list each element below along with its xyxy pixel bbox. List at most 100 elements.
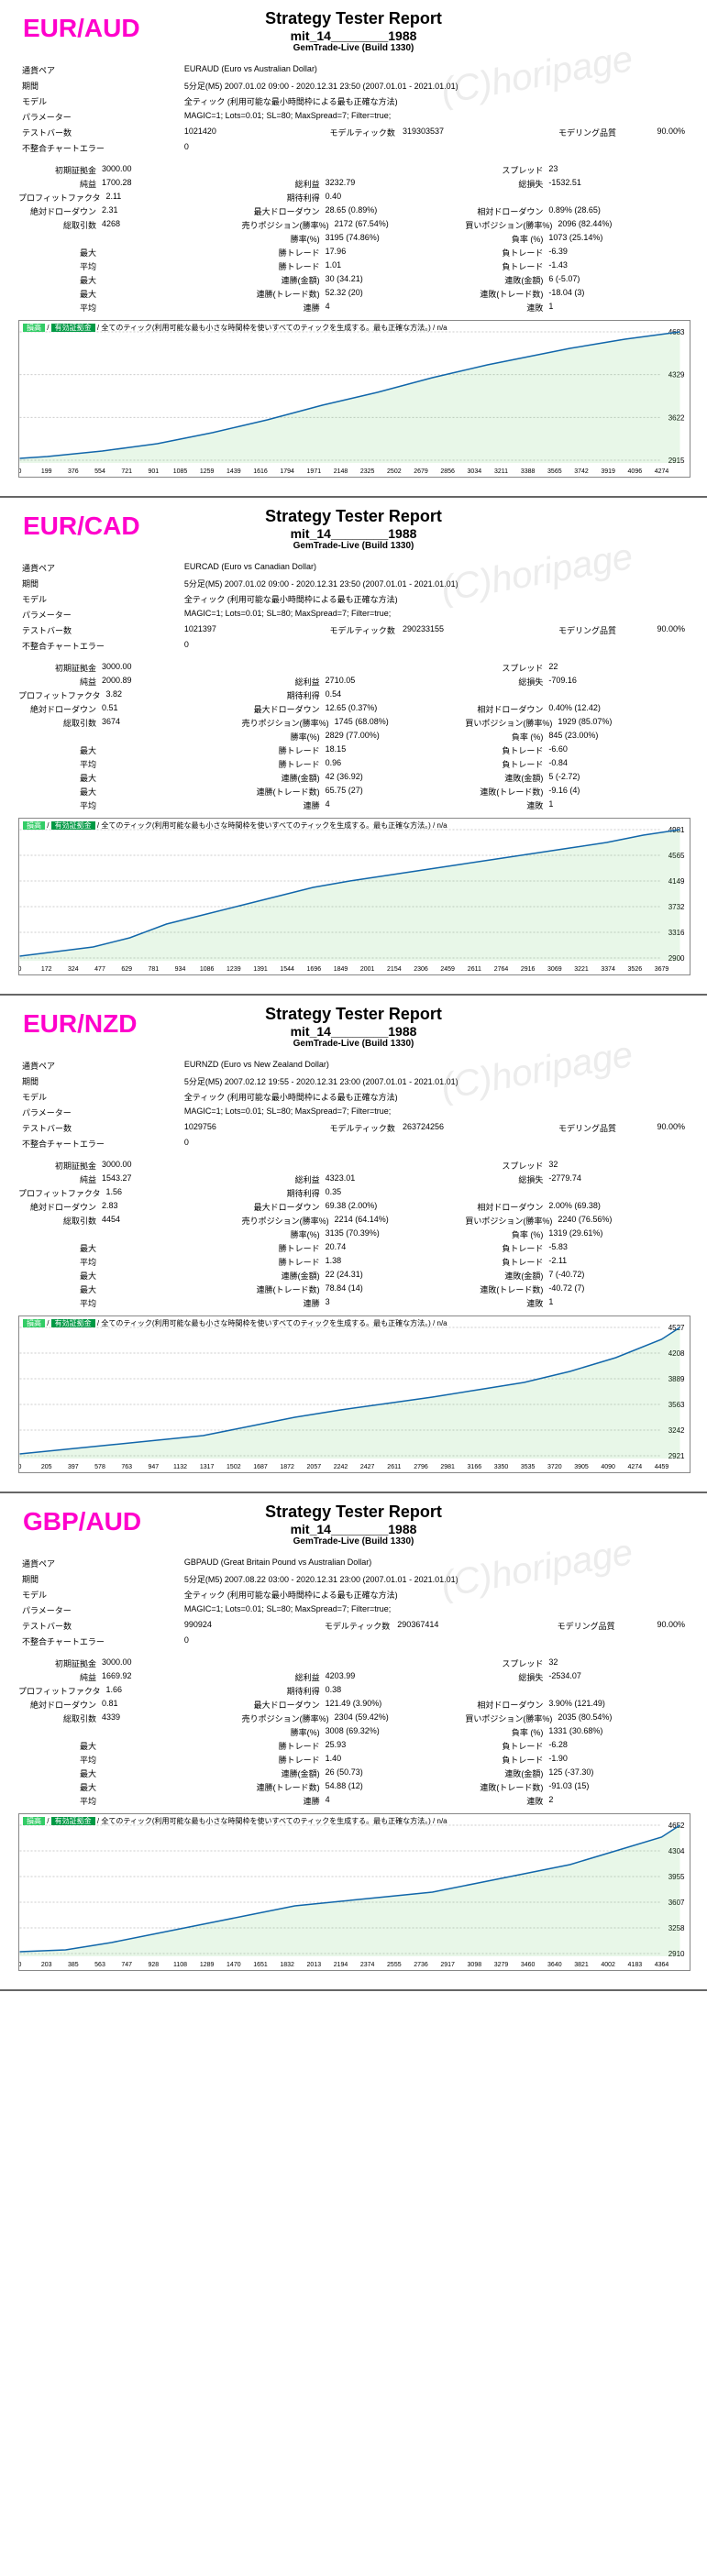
- stats-value: 0.89% (28.65): [548, 205, 689, 217]
- stats-value: [102, 1242, 242, 1254]
- stats-cell: 最大ドローダウン121.49 (3.90%): [242, 1699, 466, 1711]
- stats-cell: 勝トレード1.40: [242, 1754, 466, 1766]
- info-label: 期間: [18, 576, 181, 591]
- pair-title: EUR/CAD: [23, 512, 140, 541]
- stats-label: 負トレード: [465, 247, 548, 259]
- stats-label: 絶対ドローダウン: [18, 703, 102, 715]
- stats-value: 3000.00: [102, 662, 242, 674]
- chart-header: 損高 / 有効証拠金 / 全てのティック(利用可能な最も小さな時間枠を使いすべて…: [23, 1816, 447, 1826]
- stats-cell: 負率 (%)1331 (30.68%): [465, 1726, 689, 1738]
- stats-value: 3.82: [105, 689, 241, 701]
- stats-label: 相対ドローダウン: [465, 1699, 548, 1711]
- stats-value: [102, 1795, 242, 1807]
- svg-text:1616: 1616: [253, 468, 268, 475]
- stats-value: 121.49 (3.90%): [326, 1699, 466, 1711]
- stats-value: 65.75 (27): [326, 786, 466, 798]
- stats-label: 連勝(金額): [242, 772, 326, 784]
- info-label: パラメーター: [18, 109, 181, 125]
- info-label: モデル: [18, 1089, 181, 1105]
- stats-value: [102, 772, 242, 784]
- pair-title: EUR/AUD: [23, 14, 140, 43]
- stats-value: [102, 1270, 242, 1282]
- stats-row: 勝率(%)3008 (69.32%)負率 (%)1331 (30.68%): [18, 1725, 689, 1739]
- svg-text:721: 721: [121, 468, 132, 475]
- stats-cell: 負トレード-5.83: [465, 1242, 689, 1254]
- stats-cell: 相対ドローダウン0.40% (12.42): [465, 703, 689, 715]
- stats-row: プロフィットファクタ1.66期待利得0.38: [18, 1684, 689, 1698]
- stats-cell: スプレッド23: [465, 164, 689, 176]
- info-value: 5分足(M5) 2007.01.02 09:00 - 2020.12.31 23…: [181, 576, 689, 591]
- stats-label: 買いポジション(勝率%): [465, 1712, 558, 1724]
- info-value: 全ティック (利用可能な最小時間枠による最も正確な方法): [181, 591, 689, 607]
- stats-row: 勝率(%)3135 (70.39%)負率 (%)1319 (29.61%): [18, 1227, 689, 1241]
- stats-label: 負トレード: [465, 758, 548, 770]
- stats-cell: 最大: [18, 247, 242, 259]
- stats-value: 22: [548, 662, 689, 674]
- svg-text:2194: 2194: [334, 1962, 348, 1968]
- svg-text:4274: 4274: [628, 1464, 643, 1470]
- svg-text:3388: 3388: [521, 468, 536, 475]
- stats-row: 初期証拠金3000.00スプレッド23: [18, 163, 689, 177]
- stats-row: プロフィットファクタ1.56期待利得0.35: [18, 1186, 689, 1200]
- stats-cell: 平均: [18, 1256, 242, 1268]
- stats-cell: スプレッド32: [465, 1657, 689, 1669]
- stats-value: 1319 (29.61%): [548, 1228, 689, 1240]
- stats-label: 期待利得: [242, 1187, 326, 1199]
- stats-cell: 期待利得0.38: [242, 1685, 466, 1697]
- stats-row: 純益1543.27総利益4323.01総損失-2779.74: [18, 1172, 689, 1186]
- stats-label: 最大ドローダウン: [242, 1201, 326, 1213]
- stats-cell: スプレッド32: [465, 1160, 689, 1172]
- stats-label: 負トレード: [465, 1740, 548, 1752]
- svg-text:2148: 2148: [334, 468, 348, 475]
- stats-cell: 平均: [18, 260, 242, 272]
- svg-text:2796: 2796: [414, 1464, 428, 1470]
- stats-cell: 連勝4: [242, 799, 466, 811]
- svg-text:1317: 1317: [200, 1464, 215, 1470]
- info-value: 90.00%: [619, 1618, 689, 1634]
- stats-label: 連勝(トレード数): [242, 1781, 326, 1793]
- stats-label: 期待利得: [242, 1685, 326, 1697]
- stats-value: -2.11: [548, 1256, 689, 1268]
- stats-cell: 期待利得0.54: [242, 689, 466, 701]
- stats-row: プロフィットファクタ2.11期待利得0.40: [18, 191, 689, 204]
- stats-label: 最大: [18, 288, 102, 300]
- svg-text:0: 0: [19, 1464, 22, 1470]
- stats-value: [102, 274, 242, 286]
- stats-label: 連敗(トレード数): [465, 288, 548, 300]
- stats-cell: 初期証拠金3000.00: [18, 662, 242, 674]
- stats-value: 1929 (85.07%): [558, 717, 689, 729]
- svg-text:1439: 1439: [226, 468, 241, 475]
- stats-label: 最大: [18, 274, 102, 286]
- stats-label: [18, 731, 102, 743]
- svg-text:763: 763: [121, 1464, 132, 1470]
- svg-text:4096: 4096: [628, 468, 643, 475]
- stats-value: 1.40: [326, 1754, 466, 1766]
- info-value: 全ティック (利用可能な最小時間枠による最も正確な方法): [181, 94, 689, 109]
- stats-label: [242, 1160, 326, 1172]
- stats-row: 絶対ドローダウン2.31最大ドローダウン28.65 (0.89%)相対ドローダウ…: [18, 204, 689, 218]
- stats-label: 平均: [18, 1795, 102, 1807]
- stats-label: 連勝: [242, 1795, 326, 1807]
- stats-value: [326, 1160, 466, 1172]
- report-section: (C)horipage(C)horipageGBP/AUD Strategy T…: [0, 1493, 707, 1991]
- stats-value: 4339: [102, 1712, 242, 1724]
- chart-container: 損高 / 有効証拠金 / 全てのティック(利用可能な最も小さな時間枠を使いすべて…: [18, 818, 690, 975]
- stats-cell: 連敗2: [465, 1795, 689, 1807]
- stats-value: [102, 1740, 242, 1752]
- info-table: 通貨ペアEURNZD (Euro vs New Zealand Dollar) …: [18, 1058, 689, 1151]
- stats-label: 相対ドローダウン: [465, 205, 548, 217]
- svg-text:1132: 1132: [173, 1464, 187, 1470]
- info-value: MAGIC=1; Lots=0.01; SL=80; MaxSpread=7; …: [181, 607, 689, 622]
- svg-text:3279: 3279: [494, 1962, 509, 1968]
- stats-cell: 連敗(金額)5 (-2.72): [465, 772, 689, 784]
- stats-cell: 勝トレード0.96: [242, 758, 466, 770]
- stats-value: -6.60: [548, 744, 689, 756]
- report-build: GemTrade-Live (Build 1330): [18, 541, 689, 551]
- info-label: モデルティック数: [258, 622, 399, 638]
- info-value: GBPAUD (Great Britain Pound vs Australia…: [181, 1556, 689, 1571]
- svg-text:4183: 4183: [628, 1962, 643, 1968]
- stats-cell: 売りポジション(勝率%)2304 (59.42%): [242, 1712, 466, 1724]
- svg-text:563: 563: [94, 1962, 105, 1968]
- stats-cell: [18, 1726, 242, 1738]
- stats-value: [548, 1685, 689, 1697]
